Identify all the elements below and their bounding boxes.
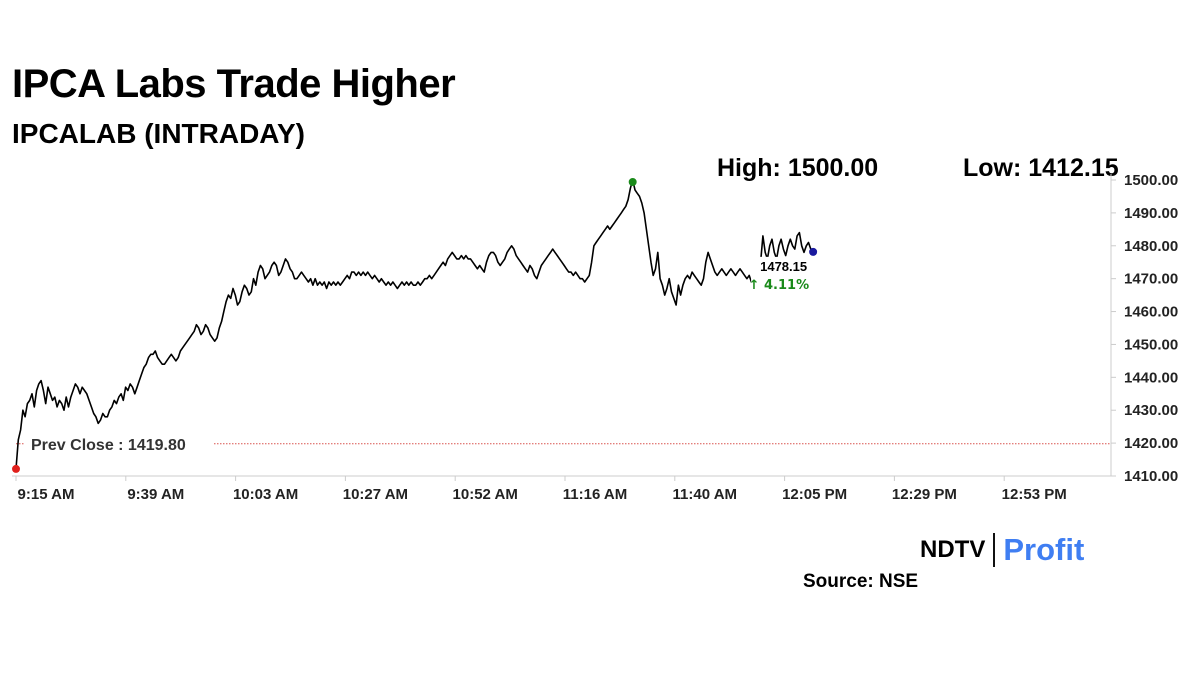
y-tick-label: 1500.00 [1124, 172, 1178, 189]
high-label: High: 1500.00 [717, 154, 879, 182]
logo-ndtv-text: NDTV [920, 536, 986, 563]
y-tick-label: 1460.00 [1124, 304, 1178, 321]
chart-subtitle: IPCALAB (INTRADAY) [12, 118, 305, 149]
price-line [15, 179, 814, 469]
last-price-bg [751, 256, 808, 293]
y-tick-label: 1420.00 [1124, 435, 1178, 452]
x-tick-label: 12:05 PM [782, 486, 847, 503]
y-tick-label: 1450.00 [1124, 336, 1178, 353]
last-price-annotation: 1478.15 ↑ 4.11% [749, 256, 810, 293]
y-axis: 1410.00 1420.00 1430.00 1440.00 1450.00 1460.… [1111, 172, 1178, 485]
logo-divider [993, 533, 996, 567]
prev-close-label: Prev Close : 1419.80 [31, 437, 186, 454]
y-tick-label: 1410.00 [1124, 468, 1178, 485]
x-axis: 9:15 AM 9:39 AM 10:03 AM 10:27 AM 10:52 AM 11… [15, 476, 1067, 503]
x-tick-label: 10:03 AM [233, 486, 298, 503]
x-tick-label: 12:53 PM [1002, 486, 1067, 503]
price-series [15, 179, 814, 469]
x-tick-label: 9:15 AM [18, 486, 75, 503]
ndtv-profit-logo: NDTV Profit [920, 532, 1084, 568]
source-note: Source: NSE [803, 571, 919, 592]
x-tick-label: 9:39 AM [127, 486, 184, 503]
x-tick-label: 11:40 AM [673, 486, 737, 503]
high-marker [628, 178, 637, 186]
x-tick-label: 10:52 AM [453, 486, 518, 503]
y-tick-label: 1470.00 [1124, 271, 1178, 288]
y-tick-label: 1430.00 [1124, 402, 1178, 419]
last-price-label: 1478.15 [760, 259, 807, 274]
y-tick-label: 1490.00 [1124, 205, 1178, 222]
prev-close: Prev Close : 1419.80 [16, 431, 1111, 454]
last-price-marker [809, 247, 818, 256]
chart-title: IPCA Labs Trade Higher [12, 62, 456, 106]
low-marker [12, 464, 20, 473]
logo-profit-text: Profit [1003, 532, 1085, 567]
chart-markers [12, 178, 818, 473]
change-label: ↑ 4.11% [749, 278, 810, 293]
prev-close-label-bg [24, 431, 214, 454]
y-tick-label: 1440.00 [1124, 369, 1178, 386]
chart-axes [12, 174, 1112, 477]
x-tick-label: 11:16 AM [563, 486, 627, 503]
low-label: Low: 1412.15 [963, 154, 1119, 182]
y-tick-label: 1480.00 [1124, 238, 1178, 255]
x-tick-label: 12:29 PM [892, 486, 957, 503]
x-tick-label: 10:27 AM [343, 486, 408, 503]
